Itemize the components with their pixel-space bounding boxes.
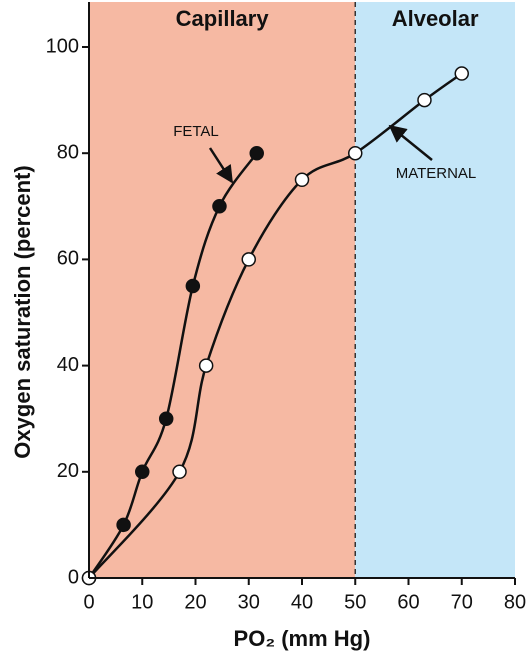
- annotation-arrow: [208, 147, 234, 184]
- region-label: Alveolar: [392, 6, 479, 31]
- data-point: [212, 199, 227, 214]
- data-point: [172, 464, 187, 480]
- data-point: [241, 252, 256, 267]
- x-tick-label: 60: [397, 591, 419, 613]
- y-tick-label: 100: [46, 35, 79, 57]
- x-tick-label: 80: [504, 591, 526, 613]
- y-tick-label: 40: [57, 354, 79, 376]
- annotation-arrow: [388, 124, 433, 161]
- y-tick-label: 80: [57, 141, 79, 163]
- y-tick-label: 20: [57, 460, 79, 482]
- data-point: [348, 145, 363, 161]
- data-point: [294, 172, 310, 187]
- data-point: [249, 145, 264, 161]
- y-tick-label: 0: [68, 566, 79, 588]
- y-tick-label: 60: [57, 248, 79, 270]
- data-point: [185, 278, 201, 294]
- region-label: Capillary: [176, 6, 270, 31]
- x-tick-label: 10: [131, 591, 153, 613]
- annotation: MATERNAL: [396, 165, 477, 182]
- data-point: [198, 358, 214, 373]
- x-tick-label: 70: [451, 591, 473, 613]
- x-tick-label: 20: [184, 591, 206, 613]
- data-point: [116, 517, 131, 533]
- data-point: [454, 66, 469, 81]
- region: [89, 2, 356, 578]
- annotation: FETAL: [173, 123, 219, 140]
- data-point: [417, 92, 432, 108]
- x-tick-label: 0: [83, 591, 94, 613]
- x-tick-label: 50: [344, 591, 366, 613]
- x-tick-label: 40: [291, 591, 313, 613]
- y-axis-label: Oxygen saturation (percent): [10, 165, 35, 458]
- data-point: [135, 464, 150, 480]
- x-tick-label: 30: [238, 591, 260, 613]
- data-point: [158, 411, 174, 426]
- x-axis-label: PO₂ (mm Hg): [234, 626, 371, 651]
- region: [355, 2, 515, 578]
